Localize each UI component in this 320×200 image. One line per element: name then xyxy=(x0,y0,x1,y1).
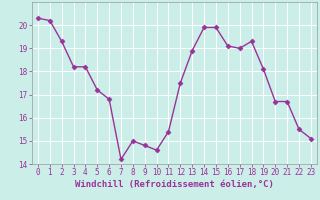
X-axis label: Windchill (Refroidissement éolien,°C): Windchill (Refroidissement éolien,°C) xyxy=(75,180,274,189)
